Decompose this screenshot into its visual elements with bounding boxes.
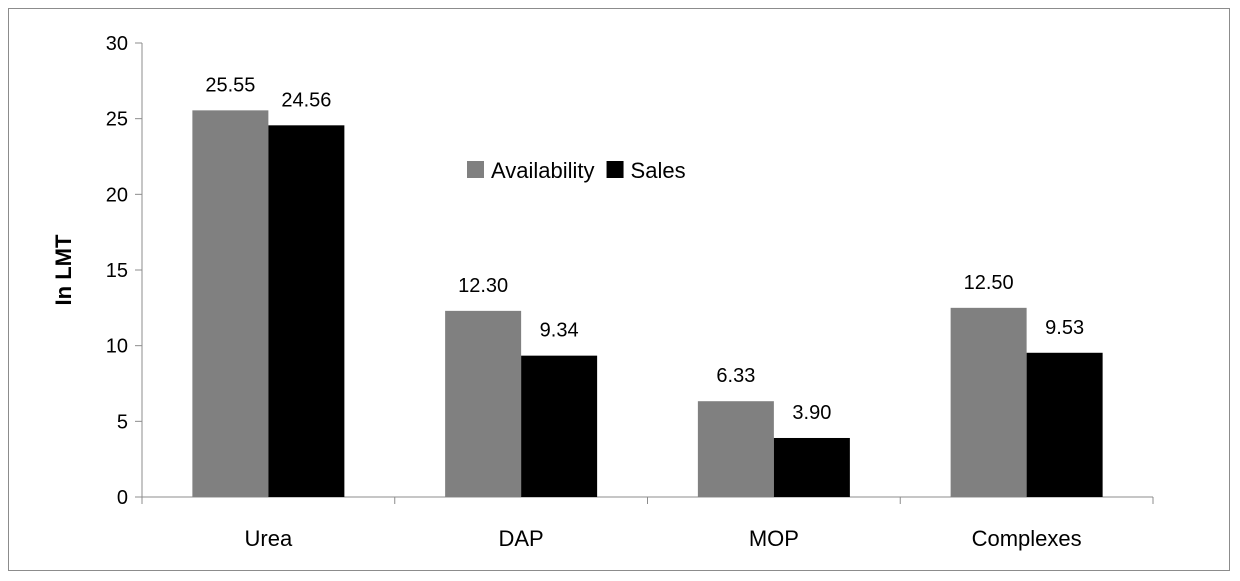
legend-label-availability: Availability bbox=[491, 158, 595, 183]
y-tick-label: 25 bbox=[106, 109, 128, 131]
bar-availability-complexes bbox=[950, 307, 1027, 497]
y-tick-label: 5 bbox=[117, 411, 128, 433]
x-tick-label: DAP bbox=[499, 526, 544, 551]
y-tick-label: 10 bbox=[106, 336, 128, 358]
bar-availability-mop bbox=[697, 401, 774, 497]
data-label-sales-complexes: 9.53 bbox=[1045, 317, 1084, 339]
x-tick-label: Complexes bbox=[972, 526, 1082, 551]
bar-sales-urea bbox=[268, 125, 345, 498]
x-tick-label: MOP bbox=[749, 526, 799, 551]
data-label-sales-urea: 24.56 bbox=[281, 89, 331, 111]
bar-sales-dap bbox=[521, 355, 598, 497]
y-tick-label: 30 bbox=[106, 33, 128, 55]
y-ticks: 0 5 10 15 20 25 30 bbox=[106, 33, 142, 509]
y-axis-title: In LMT bbox=[51, 234, 76, 305]
data-label-availability-complexes: 12.50 bbox=[964, 272, 1014, 294]
data-label-availability-urea: 25.55 bbox=[205, 74, 255, 96]
x-tick-label: Urea bbox=[245, 526, 293, 551]
data-label-availability-dap: 12.30 bbox=[458, 275, 508, 297]
bar-availability-urea bbox=[192, 110, 269, 498]
data-label-sales-mop: 3.90 bbox=[792, 402, 831, 424]
y-tick-label: 0 bbox=[117, 487, 128, 509]
bars bbox=[192, 110, 1103, 498]
legend: Availability Sales bbox=[467, 158, 686, 183]
bar-availability-dap bbox=[445, 310, 522, 497]
y-tick-label: 15 bbox=[106, 260, 128, 282]
data-label-sales-dap: 9.34 bbox=[540, 320, 579, 342]
y-tick-label: 20 bbox=[106, 184, 128, 206]
legend-swatch-sales bbox=[606, 161, 624, 178]
data-labels: 25.55 24.56 12.30 9.34 6.33 3.90 12.50 9.53 bbox=[205, 74, 1084, 424]
data-label-availability-mop: 6.33 bbox=[716, 365, 755, 387]
bar-sales-complexes bbox=[1026, 352, 1103, 497]
bar-sales-mop bbox=[773, 437, 850, 497]
x-tick-labels: Urea DAP MOP Complexes bbox=[245, 526, 1082, 551]
legend-label-sales: Sales bbox=[631, 158, 686, 183]
legend-swatch-availability bbox=[467, 161, 484, 178]
